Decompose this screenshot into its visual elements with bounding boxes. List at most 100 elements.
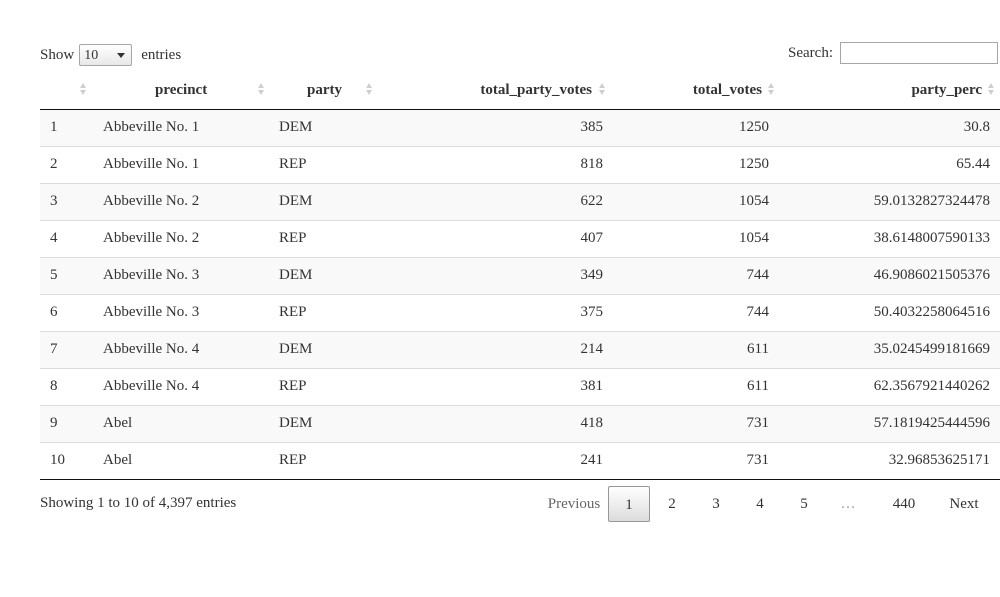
table-controls: Show 10 entries Search:	[40, 0, 1000, 110]
column-header-index[interactable]	[40, 72, 99, 110]
cell-party: REP	[277, 219, 378, 257]
column-header-label: party_perc	[911, 82, 982, 98]
column-header-label: total_votes	[692, 82, 762, 98]
sort-icon	[366, 83, 373, 96]
cell-total-party-votes: 349	[378, 256, 608, 294]
sort-icon	[258, 83, 265, 96]
page-button-last[interactable]: 440	[892, 496, 916, 512]
cell-total-votes: 1054	[608, 219, 775, 257]
cell-total-votes: 611	[608, 330, 775, 368]
entries-per-page-value: 10	[84, 48, 99, 63]
cell-precinct: Abel	[99, 404, 277, 442]
cell-total-party-votes: 214	[378, 330, 608, 368]
cell-index: 6	[40, 293, 99, 331]
table-body: 1 Abbeville No. 1 DEM 385 1250 30.8 2 Ab…	[40, 109, 1000, 480]
cell-precinct: Abbeville No. 3	[99, 293, 277, 331]
cell-index: 10	[40, 441, 99, 480]
cell-party: REP	[277, 293, 378, 331]
previous-page-button[interactable]: Previous	[547, 496, 601, 512]
cell-party-perc: 38.6148007590133	[775, 219, 1000, 257]
chevron-down-icon	[117, 53, 126, 58]
cell-index: 7	[40, 330, 99, 368]
table-row: 7 Abbeville No. 4 DEM 214 611 35.0245499…	[40, 330, 1000, 368]
page-button-3[interactable]: 3	[712, 496, 720, 512]
cell-index: 9	[40, 404, 99, 442]
table-row: 1 Abbeville No. 1 DEM 385 1250 30.8	[40, 109, 1000, 146]
cell-total-party-votes: 418	[378, 404, 608, 442]
column-header-label: precinct	[155, 82, 208, 98]
cell-party: DEM	[277, 256, 378, 294]
search-label: Search:	[788, 45, 833, 61]
cell-total-votes: 731	[608, 441, 775, 480]
cell-party-perc: 65.44	[775, 145, 1000, 183]
cell-party-perc: 59.0132827324478	[775, 182, 1000, 220]
cell-party: DEM	[277, 182, 378, 220]
cell-index: 5	[40, 256, 99, 294]
cell-index: 3	[40, 182, 99, 220]
cell-total-votes: 744	[608, 293, 775, 331]
cell-precinct: Abbeville No. 1	[99, 109, 277, 146]
cell-party: DEM	[277, 109, 378, 146]
datatable-wrapper: Show 10 entries Search: precinct	[40, 0, 1000, 522]
table-row: 2 Abbeville No. 1 REP 818 1250 65.44	[40, 145, 1000, 183]
cell-party-perc: 50.4032258064516	[775, 293, 1000, 331]
cell-total-votes: 611	[608, 367, 775, 405]
cell-precinct: Abbeville No. 3	[99, 256, 277, 294]
cell-party: DEM	[277, 330, 378, 368]
column-header-party[interactable]: party	[277, 72, 378, 110]
cell-total-party-votes: 407	[378, 219, 608, 257]
search-input[interactable]	[840, 42, 998, 64]
table-row: 3 Abbeville No. 2 DEM 622 1054 59.013282…	[40, 182, 1000, 220]
column-header-label: total_party_votes	[480, 82, 592, 98]
cell-party-perc: 62.3567921440262	[775, 367, 1000, 405]
page-button-1[interactable]: 1	[608, 486, 650, 522]
table-row: 10 Abel REP 241 731 32.96853625171	[40, 441, 1000, 480]
column-header-precinct[interactable]: precinct	[99, 72, 277, 110]
cell-total-votes: 1054	[608, 182, 775, 220]
cell-precinct: Abbeville No. 1	[99, 145, 277, 183]
cell-party-perc: 46.9086021505376	[775, 256, 1000, 294]
cell-party: DEM	[277, 404, 378, 442]
cell-total-party-votes: 385	[378, 109, 608, 146]
table-row: 4 Abbeville No. 2 REP 407 1054 38.614800…	[40, 219, 1000, 257]
cell-party: REP	[277, 441, 378, 480]
column-header-party-perc[interactable]: party_perc	[775, 72, 1000, 110]
sort-icon	[80, 83, 87, 96]
cell-index: 1	[40, 109, 99, 146]
page-button-4[interactable]: 4	[756, 496, 764, 512]
cell-precinct: Abbeville No. 2	[99, 182, 277, 220]
cell-party-perc: 32.96853625171	[775, 441, 1000, 480]
cell-index: 4	[40, 219, 99, 257]
search-box: Search:	[788, 41, 998, 65]
cell-party-perc: 30.8	[775, 109, 1000, 146]
sort-icon	[599, 83, 606, 96]
cell-total-votes: 744	[608, 256, 775, 294]
next-page-button[interactable]: Next	[949, 496, 979, 512]
cell-total-votes: 1250	[608, 109, 775, 146]
cell-precinct: Abel	[99, 441, 277, 480]
page-button-2[interactable]: 2	[668, 496, 676, 512]
cell-party-perc: 57.1819425444596	[775, 404, 1000, 442]
column-header-total-party-votes[interactable]: total_party_votes	[378, 72, 608, 110]
length-prefix-label: Show	[40, 47, 75, 63]
table-header: precinct party total_party_votes total_v…	[40, 72, 1000, 110]
pagination: Previous 1 2 3 4 5 … 440 Next	[536, 486, 1000, 522]
table-row: 5 Abbeville No. 3 DEM 349 744 46.9086021…	[40, 256, 1000, 294]
cell-precinct: Abbeville No. 4	[99, 367, 277, 405]
page-button-5[interactable]: 5	[800, 496, 808, 512]
cell-index: 8	[40, 367, 99, 405]
column-header-label: party	[307, 82, 342, 98]
cell-total-votes: 1250	[608, 145, 775, 183]
cell-total-votes: 731	[608, 404, 775, 442]
table-row: 8 Abbeville No. 4 REP 381 611 62.3567921…	[40, 367, 1000, 405]
cell-index: 2	[40, 145, 99, 183]
sort-icon	[988, 83, 995, 96]
data-table: precinct party total_party_votes total_v…	[40, 72, 1000, 480]
sort-icon	[768, 83, 775, 96]
cell-total-party-votes: 818	[378, 145, 608, 183]
entries-per-page-select[interactable]: 10	[79, 44, 133, 66]
cell-precinct: Abbeville No. 4	[99, 330, 277, 368]
cell-party-perc: 35.0245499181669	[775, 330, 1000, 368]
column-header-total-votes[interactable]: total_votes	[608, 72, 775, 110]
cell-party: REP	[277, 367, 378, 405]
